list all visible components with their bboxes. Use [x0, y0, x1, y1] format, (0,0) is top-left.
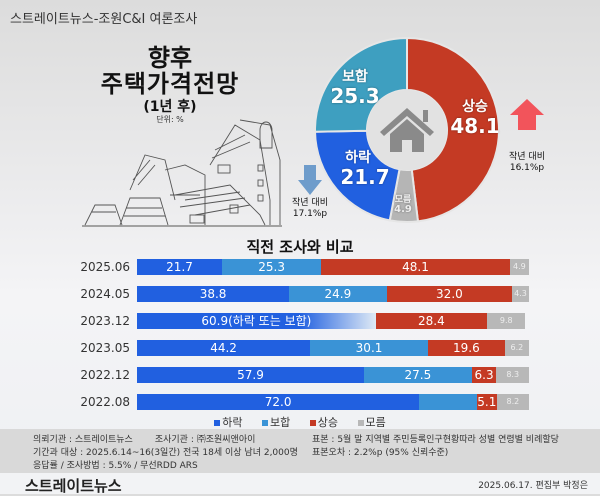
- sample: 표본 : 5월 말 지역별 주민등록인구현황따라 성별 연령별 비례할당: [312, 435, 559, 445]
- stacked-bar: 44.2 30.1 19.6 6.2: [137, 340, 529, 356]
- legend-item: 모름: [357, 416, 386, 429]
- label-bohap: 보합: [342, 69, 368, 85]
- title-line3: (1년 후): [143, 99, 197, 115]
- title-line2: 주택가격전망: [100, 70, 240, 98]
- bar-segment-보합: 30.1: [310, 340, 428, 356]
- row-label: 2022.12: [80, 368, 130, 382]
- bar-segment-모름: 4.3: [512, 286, 529, 302]
- bar-row: 2024.05 38.8 24.9 32.0 4.3: [0, 286, 600, 302]
- bar-segment-상승: 5.1: [476, 394, 497, 410]
- up-change-text2: 16.1%p: [509, 163, 545, 173]
- bar-segment-상승: 48.1: [321, 259, 510, 275]
- down-change-text1: 작년 대비: [292, 198, 328, 208]
- value-moreum: 4.9: [394, 204, 412, 215]
- bar-row: 2022.08 72.0 5.1 8.2: [0, 394, 600, 410]
- up-change-text1: 작년 대비: [509, 152, 545, 162]
- bar-segment-하락: 38.8: [137, 286, 290, 302]
- bottom-bar: 스트레이트뉴스 2025.06.17. 편집부 박정은: [0, 473, 600, 495]
- illustration-and-donut: [82, 36, 544, 227]
- value-bohap: 25.3: [330, 84, 380, 108]
- bar-segment-모름: 4.9: [509, 259, 529, 275]
- legend-item: 보합: [262, 416, 290, 429]
- bar-segment-보합: 25.3: [222, 259, 322, 275]
- source-label: 스트레이트뉴스-조원C&I 여론조사: [10, 12, 198, 27]
- bar-row: 2025.06 21.7 25.3 48.1 4.9: [0, 259, 600, 275]
- bar-segment-상승: 6.3: [471, 367, 497, 383]
- stacked-bar: 38.8 24.9 32.0 4.3: [137, 286, 529, 302]
- stacked-bar: 60.9(하락 또는 보합) 28.4 9.8: [137, 313, 529, 329]
- down-change-text2: 17.1%p: [292, 209, 328, 219]
- legend: 하락 보합 상승 모름: [0, 414, 600, 430]
- date-editor: 2025.06.17. 편집부 박정은: [478, 481, 588, 491]
- up-arrow-icon: [510, 99, 544, 130]
- bar-segment-보합: 27.5: [363, 367, 472, 383]
- period: 기간과 대상 : 2025.6.14~16(3일간) 전국 18세 이상 남녀 …: [33, 448, 298, 458]
- bar-segment-하락: 44.2: [137, 340, 311, 356]
- donut-chart: [313, 36, 500, 223]
- bar-segment-하락: 72.0: [137, 394, 420, 410]
- method: 응답률 / 조사방법 : 5.5% / 무선RDD ARS: [33, 461, 198, 471]
- bar-row: 2023.05 44.2 30.1 19.6 6.2: [0, 340, 600, 356]
- houses-illustration: [82, 119, 282, 227]
- bar-row: 2022.12 57.9 27.5 6.3 8.3: [0, 367, 600, 383]
- compare-title: 직전 조사와 비교: [246, 238, 354, 256]
- label-moreum: 모름: [394, 195, 412, 205]
- bar-segment-하락: 21.7: [137, 259, 223, 275]
- stacked-bar: 21.7 25.3 48.1 4.9: [137, 259, 529, 275]
- bar-segment-보합: [419, 394, 477, 410]
- bar-segment-모름: 6.2: [504, 340, 529, 356]
- bar-segment-모름: 8.3: [496, 367, 529, 383]
- bar-segment-보합: 24.9: [289, 286, 387, 302]
- unit-label: 단위: %: [156, 115, 184, 124]
- row-label: 2022.08: [80, 395, 130, 409]
- down-arrow-icon: [298, 165, 322, 195]
- bar-segment-combined: 60.9(하락 또는 보합): [137, 313, 376, 329]
- bar-segment-상승: 32.0: [386, 286, 513, 302]
- bar-segment-상승: 19.6: [427, 340, 505, 356]
- bar-segment-하락: 57.9: [137, 367, 364, 383]
- bar-segment-상승: 28.4: [375, 313, 488, 329]
- logo: 스트레이트뉴스: [25, 477, 122, 495]
- title-line1: 향후: [147, 44, 193, 72]
- agency: 조사기관 : ㈜조원씨앤아이: [154, 435, 256, 445]
- row-label: 2023.05: [80, 341, 130, 355]
- row-label: 2023.12: [80, 314, 130, 328]
- row-label: 2025.06: [80, 260, 130, 274]
- legend-item: 상승: [309, 416, 338, 429]
- bar-row: 2023.12 60.9(하락 또는 보합) 28.4 9.8: [0, 313, 600, 329]
- survey-info: 의뢰기관 : 스트레이트뉴스 조사기관 : ㈜조원씨앤아이 기간과 대상 : 20…: [0, 429, 600, 473]
- label-harak: 하락: [345, 150, 371, 166]
- bar-segment-모름: 8.2: [496, 394, 529, 410]
- value-sangseung: 48.1: [450, 114, 500, 138]
- label-sangseung: 상승: [462, 99, 488, 115]
- row-label: 2024.05: [80, 287, 130, 301]
- error: 표본오차 : 2.2%p (95% 신뢰수준): [312, 448, 449, 458]
- stacked-bar: 57.9 27.5 6.3 8.3: [137, 367, 529, 383]
- bar-segment-모름: 9.8: [487, 313, 526, 329]
- house-icon: [380, 108, 434, 152]
- value-harak: 21.7: [340, 165, 390, 189]
- stacked-bar: 72.0 5.1 8.2: [137, 394, 529, 410]
- client: 의뢰기관 : 스트레이트뉴스: [33, 435, 133, 445]
- legend-item: 하락: [214, 416, 243, 429]
